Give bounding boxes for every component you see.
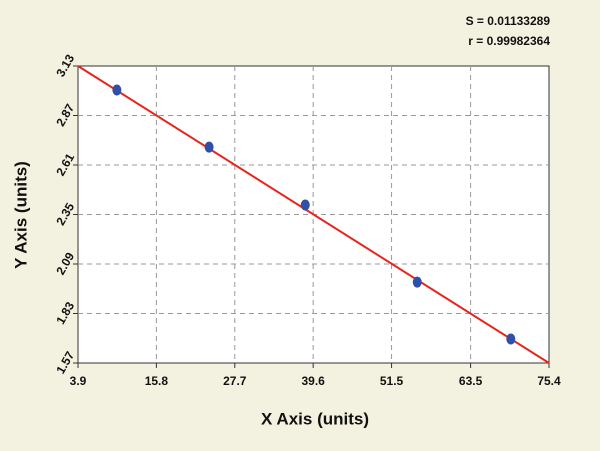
data-point <box>506 333 516 345</box>
fit-line <box>77 65 550 364</box>
x-tick-label: 51.5 <box>380 374 404 388</box>
data-point <box>204 141 214 153</box>
y-axis-title: Y Axis (units) <box>11 161 30 269</box>
annotation: r = 0.99982364 <box>468 34 550 48</box>
x-tick-label: 15.8 <box>145 374 169 388</box>
annotation: S = 0.01133289 <box>466 14 551 28</box>
data-point <box>112 84 122 96</box>
data-point <box>412 276 422 288</box>
x-tick-label: 27.7 <box>223 374 247 388</box>
x-tick-label: 63.5 <box>459 374 483 388</box>
x-tick-label: 3.9 <box>70 374 87 388</box>
data-point <box>300 199 310 211</box>
x-tick-label: 75.4 <box>537 374 561 388</box>
x-tick-label: 39.6 <box>301 374 325 388</box>
x-axis-title: X Axis (units) <box>261 409 369 428</box>
